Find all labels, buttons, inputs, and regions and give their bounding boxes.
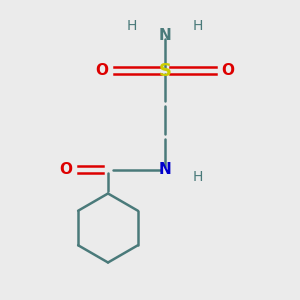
Text: S: S <box>158 61 172 80</box>
Text: H: H <box>127 19 137 32</box>
Text: H: H <box>193 19 203 32</box>
Text: N: N <box>159 28 171 44</box>
Text: O: O <box>59 162 73 177</box>
Text: H: H <box>193 170 203 184</box>
Text: O: O <box>221 63 235 78</box>
Text: O: O <box>95 63 109 78</box>
Text: N: N <box>159 162 171 177</box>
